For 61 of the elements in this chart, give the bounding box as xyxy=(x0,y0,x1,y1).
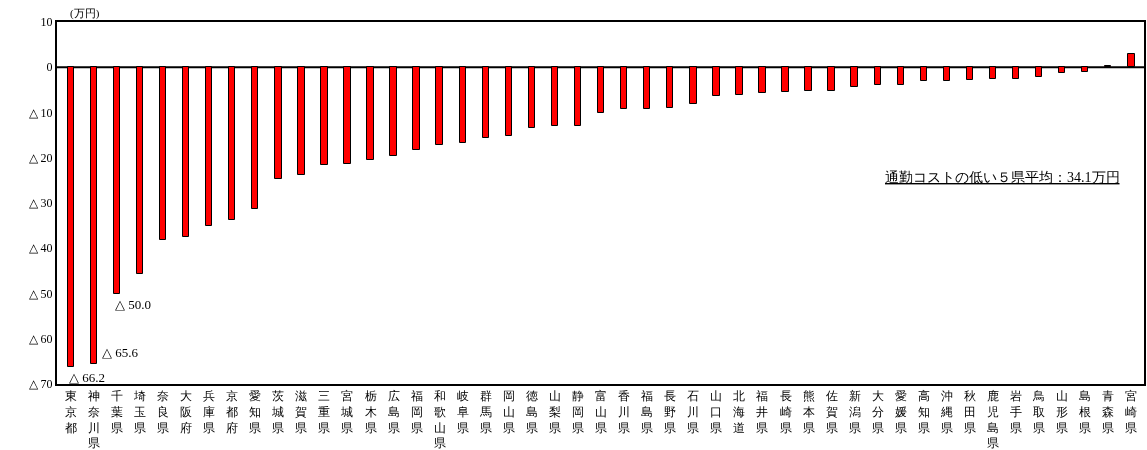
x-tick-label: 富山県 xyxy=(595,389,608,435)
y-tick-label: △ 20 xyxy=(28,150,53,165)
x-tick-label: 広島県 xyxy=(387,389,400,435)
x-tick-label: 滋賀県 xyxy=(295,389,308,435)
x-tick-label: 茨城県 xyxy=(271,389,285,435)
x-tick-label: 熊本県 xyxy=(802,389,815,435)
x-tick-label: 京都府 xyxy=(226,389,239,435)
x-tick-label: 千葉県 xyxy=(110,389,123,435)
x-tick-label: 鳥取県 xyxy=(1032,389,1046,435)
x-tick-label: 石川県 xyxy=(687,389,700,435)
x-tick-label: 埼玉県 xyxy=(132,389,146,435)
x-tick-label: 宮城県 xyxy=(340,389,354,435)
x-tick-label: 佐賀県 xyxy=(825,389,838,435)
y-tick-label: △ 60 xyxy=(28,331,53,346)
y-tick-label: 0 xyxy=(46,60,53,75)
x-tick-label: 徳島県 xyxy=(525,389,538,435)
x-tick-label: 島根県 xyxy=(1079,389,1092,435)
x-tick-label: 岩手県 xyxy=(1010,389,1023,435)
x-tick-label: 福島県 xyxy=(641,389,654,435)
x-tick-label: 兵庫県 xyxy=(203,389,216,435)
y-tick-label: △ 10 xyxy=(28,105,53,120)
annotation: 通勤コストの低い５県平均：34.1万円 xyxy=(885,170,1120,185)
x-tick-label: 青森県 xyxy=(1102,389,1115,435)
y-tick-label: 10 xyxy=(40,15,53,30)
x-tick-label: 山口県 xyxy=(710,389,723,435)
x-tick-label: 栃木県 xyxy=(364,389,377,435)
y-tick-label: △ 40 xyxy=(28,241,53,256)
annotation: △ 66.2 xyxy=(69,370,105,385)
x-tick-label: 愛知県 xyxy=(249,389,262,435)
x-tick-label: 香川県 xyxy=(618,389,631,435)
x-tick-label: 高知県 xyxy=(917,389,930,435)
x-tick-label: 沖縄県 xyxy=(939,389,953,435)
x-tick-label: 大分県 xyxy=(871,389,884,435)
x-tick-label: 長野県 xyxy=(664,389,677,435)
x-tick-label: 群馬県 xyxy=(478,389,492,435)
x-tick-label: 大阪府 xyxy=(180,389,193,435)
x-tick-label: 新潟県 xyxy=(848,389,861,435)
x-tick-label: 福井県 xyxy=(756,389,769,435)
x-tick-label: 岐阜県 xyxy=(456,389,469,435)
x-tick-label: 福岡県 xyxy=(410,389,423,435)
x-tick-label: 山形県 xyxy=(1056,389,1069,435)
x-tick-label: 和歌山県 xyxy=(433,389,446,450)
y-tick-label: △ 70 xyxy=(28,377,53,392)
x-tick-label: 愛媛県 xyxy=(894,389,907,435)
x-tick-label: 山梨県 xyxy=(548,389,561,435)
x-tick-label: 長崎県 xyxy=(779,389,792,435)
x-tick-label: 静岡県 xyxy=(572,389,585,435)
x-tick-label: 東京都 xyxy=(64,389,77,435)
y-tick-label: △ 50 xyxy=(28,286,53,301)
x-tick-label: 宮崎県 xyxy=(1125,389,1138,435)
x-tick-label: 岡山県 xyxy=(502,389,515,435)
y-tick-label: △ 30 xyxy=(28,196,53,211)
x-tick-label: 秋田県 xyxy=(963,389,976,435)
x-tick-label: 三重県 xyxy=(318,389,331,435)
y-axis-title: (万円) xyxy=(70,7,100,20)
x-tick-label: 奈良県 xyxy=(157,389,170,435)
x-tick-label: 神奈川県 xyxy=(87,389,100,450)
x-tick-label: 北海道 xyxy=(733,389,746,435)
x-tick-label: 鹿児島県 xyxy=(987,389,999,450)
annotation: △ 65.6 xyxy=(102,345,139,360)
annotation: △ 50.0 xyxy=(115,297,151,312)
